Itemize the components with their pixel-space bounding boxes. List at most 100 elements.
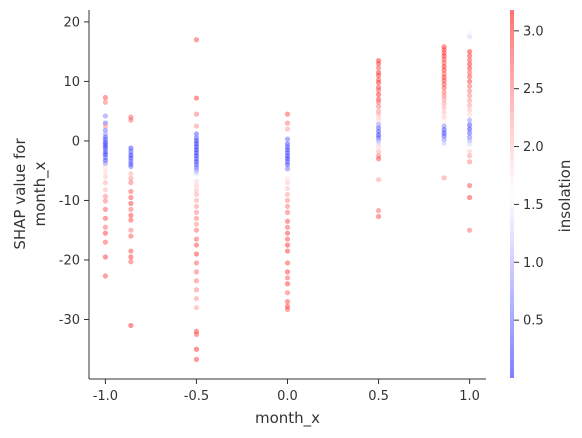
scatter-point	[375, 121, 382, 127]
scatter-point	[284, 144, 291, 150]
scatter-point	[441, 89, 447, 95]
scatter-point	[467, 53, 473, 59]
scatter-point	[441, 53, 447, 59]
scatter-point	[102, 169, 108, 175]
scatter-point	[128, 171, 134, 177]
scatter-point	[441, 47, 447, 53]
scatter-point	[102, 94, 108, 101]
scatter-point	[284, 175, 291, 182]
scatter-point	[375, 149, 382, 155]
scatter-point	[284, 260, 291, 266]
scatter-point	[102, 139, 108, 145]
scatter-point	[441, 175, 447, 181]
colorbar-tick-label: 0.5	[523, 314, 544, 329]
scatter-point	[441, 63, 447, 70]
scatter-point	[375, 144, 382, 150]
scatter-point	[284, 159, 291, 165]
scatter-point	[128, 217, 134, 223]
scatter-point	[441, 56, 447, 62]
scatter-point	[102, 152, 108, 158]
scatter-point	[441, 67, 447, 73]
scatter-point	[128, 194, 134, 201]
scatter-point	[193, 209, 200, 215]
scatter-point	[193, 304, 200, 311]
scatter-point	[193, 346, 200, 352]
scatter-point	[193, 171, 200, 177]
scatter-point	[441, 130, 447, 136]
y-ticks: 20 10 0 -10 -20 -30	[59, 15, 89, 328]
scatter-point	[193, 296, 200, 302]
scatter-point	[193, 182, 200, 189]
scatter-point	[284, 299, 291, 305]
scatter-point	[128, 227, 134, 233]
scatter-point	[102, 157, 108, 164]
y-axis-title: SHAP value for month_x	[11, 138, 50, 250]
scatter-point	[284, 281, 291, 287]
scatter-point	[467, 122, 473, 128]
scatter-point	[441, 133, 447, 139]
scatter-point	[467, 138, 473, 144]
scatter-point	[128, 145, 134, 151]
scatter-point	[467, 134, 473, 140]
scatter-point	[102, 224, 108, 230]
y-tick-label: -20	[59, 253, 80, 268]
scatter-point	[128, 163, 134, 170]
scatter-point	[441, 123, 447, 129]
colorbar-tick-label: 3.0	[523, 24, 544, 39]
scatter-point	[102, 254, 108, 260]
scatter-point	[102, 215, 108, 221]
scatter-point	[467, 141, 473, 148]
scatter-point	[441, 140, 447, 146]
scatter-point	[102, 146, 108, 152]
scatter-point	[375, 213, 382, 220]
scatter-point	[441, 50, 447, 56]
colorbar-ticks: 3.0 2.5 2.0 1.5 1.0 0.5	[514, 24, 544, 329]
scatter-point	[375, 128, 382, 135]
scatter-point	[441, 109, 447, 115]
x-tick-label: -0.5	[184, 389, 209, 404]
scatter-point	[102, 141, 108, 148]
scatter-point	[102, 149, 108, 155]
scatter-point	[375, 84, 382, 90]
scatter-point	[193, 174, 200, 180]
colorbar-gradient	[510, 10, 514, 378]
scatter-point	[193, 236, 200, 242]
scatter-point	[284, 242, 291, 248]
scatter-point	[284, 150, 291, 156]
scatter-point	[193, 221, 200, 227]
scatter-point	[467, 153, 473, 159]
scatter-point	[467, 159, 473, 165]
scatter-point	[102, 131, 108, 137]
scatter-point	[128, 179, 134, 186]
scatter-point	[193, 123, 200, 129]
scatter-point	[284, 171, 291, 177]
scatter-point	[128, 114, 134, 120]
scatter-point	[441, 78, 447, 84]
scatter-point	[441, 85, 447, 91]
scatter-point	[467, 65, 473, 71]
scatter-point	[375, 87, 382, 93]
scatter-point	[193, 242, 200, 248]
scatter-point	[193, 141, 200, 147]
scatter-point	[102, 198, 108, 204]
scatter-point	[128, 200, 134, 207]
scatter-point	[284, 179, 291, 186]
scatter-point	[467, 69, 473, 76]
scatter-point	[102, 134, 108, 140]
scatter-point	[128, 158, 134, 164]
scatter-point	[102, 123, 108, 129]
scatter-point	[128, 149, 134, 155]
scatter-point	[375, 153, 382, 159]
scatter-point	[375, 77, 382, 83]
y-tick-label: -10	[59, 194, 80, 209]
y-tick-label: -30	[59, 313, 80, 328]
scatter-point	[193, 260, 200, 266]
scatter-point	[375, 118, 382, 124]
scatter-point	[193, 168, 200, 174]
scatter-point	[284, 275, 291, 281]
scatter-point	[102, 99, 108, 105]
scatter-point	[284, 185, 291, 192]
scatter-point	[284, 230, 291, 236]
scatter-point	[441, 100, 447, 107]
scatter-point	[467, 149, 473, 155]
